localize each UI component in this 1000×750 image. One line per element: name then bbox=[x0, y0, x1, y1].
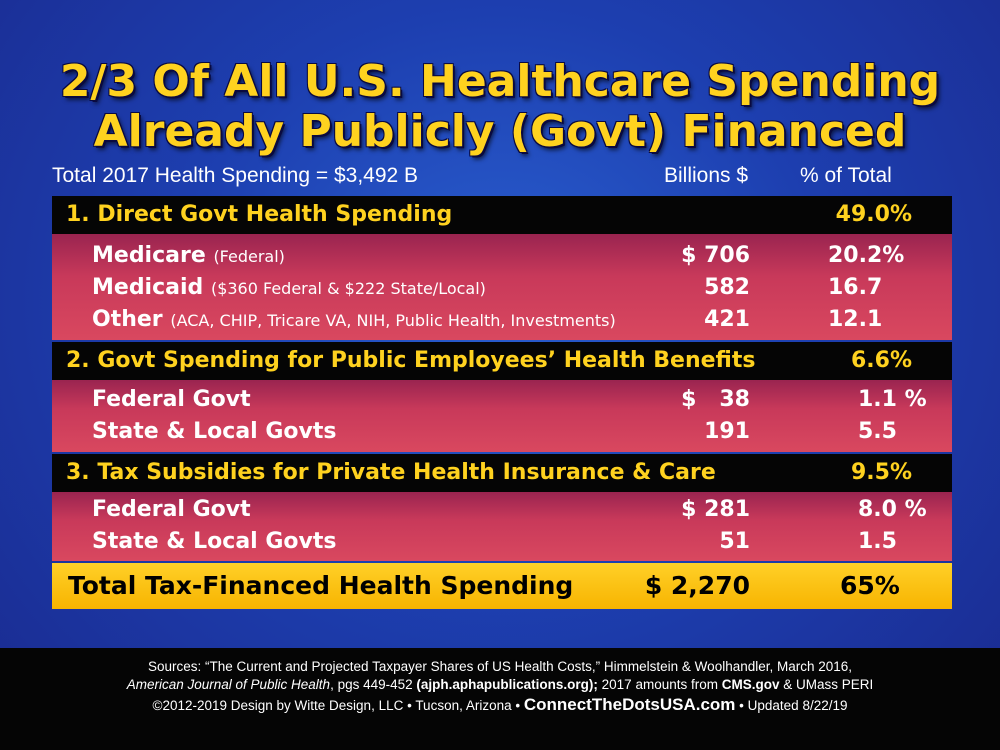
row-label: Medicare bbox=[92, 243, 206, 268]
row-amount: 191 bbox=[704, 419, 750, 444]
amounts-source: 2017 amounts from bbox=[597, 677, 722, 692]
total-amount: $ 2,270 bbox=[644, 571, 750, 600]
table-row: Federal Govt $ 281 8.0 % bbox=[52, 494, 952, 526]
row-percent: 12.1 bbox=[828, 307, 883, 332]
section-label: 1. Direct Govt Health Spending bbox=[66, 202, 453, 227]
row-percent: 8.0 % bbox=[858, 497, 927, 522]
row-amount: 421 bbox=[704, 307, 750, 332]
row-amount: 582 bbox=[704, 275, 750, 300]
row-label: Federal Govt bbox=[92, 497, 251, 522]
row-percent: 1.5 bbox=[858, 529, 897, 554]
section-label: 3. Tax Subsidies for Private Health Insu… bbox=[66, 460, 716, 485]
row-label: State & Local Govts bbox=[92, 419, 337, 444]
title-line-1: 2/3 Of All U.S. Healthcare Spending bbox=[59, 56, 941, 107]
section-label: 2. Govt Spending for Public Employees’ H… bbox=[66, 348, 756, 373]
row-label: State & Local Govts bbox=[92, 529, 337, 554]
total-label: Total Tax-Financed Health Spending bbox=[68, 571, 574, 600]
table-row: Federal Govt $ 38 1.1 % bbox=[52, 384, 952, 416]
row-label: Medicaid bbox=[92, 275, 204, 300]
updated-date: • Updated 8/22/19 bbox=[735, 698, 848, 713]
cms-link: CMS.gov bbox=[721, 677, 780, 692]
section-header-tax-subsidies: 3. Tax Subsidies for Private Health Insu… bbox=[52, 454, 952, 492]
section-header-public-employees: 2. Govt Spending for Public Employees’ H… bbox=[52, 342, 952, 380]
table-row: Medicare (Federal) $ 706 20.2% bbox=[52, 240, 952, 272]
billions-column-header: Billions $ bbox=[664, 164, 749, 187]
table-row: Other (ACA, CHIP, Tricare VA, NIH, Publi… bbox=[52, 304, 952, 336]
table-row: Medicaid ($360 Federal & $222 State/Loca… bbox=[52, 272, 952, 304]
section-percent: 6.6% bbox=[850, 348, 912, 373]
section-rows-tax-subsidies: Federal Govt $ 281 8.0 % State & Local G… bbox=[52, 492, 952, 561]
total-spending-label: Total 2017 Health Spending = $3,492 B bbox=[52, 164, 419, 187]
row-amount: $ 706 bbox=[681, 243, 750, 268]
journal-url: (ajph.aphapublications.org); bbox=[416, 677, 598, 692]
copyright-text: ©2012-2019 Design by Witte Design, LLC •… bbox=[152, 698, 524, 713]
row-amount: 51 bbox=[719, 529, 750, 554]
row-percent: 1.1 % bbox=[858, 387, 927, 412]
journal-pages: , pgs 449-452 bbox=[330, 677, 417, 692]
footer-sources-line: Sources: “The Current and Projected Taxp… bbox=[147, 659, 853, 674]
section-percent: 49.0% bbox=[835, 202, 912, 227]
row-percent: 20.2% bbox=[828, 243, 905, 268]
table-row: State & Local Govts 51 1.5 bbox=[52, 526, 952, 558]
footer-credit-line: ©2012-2019 Design by Witte Design, LLC •… bbox=[0, 696, 1000, 715]
website-link: ConnectTheDotsUSA.com bbox=[523, 695, 736, 714]
row-percent: 16.7 bbox=[828, 275, 883, 300]
row-amount: $ 281 bbox=[681, 497, 750, 522]
total-row: Total Tax-Financed Health Spending $ 2,2… bbox=[52, 563, 952, 609]
footer: Sources: “The Current and Projected Taxp… bbox=[0, 648, 1000, 750]
row-note: ($360 Federal & $222 State/Local) bbox=[210, 279, 486, 298]
journal-name: American Journal of Public Health bbox=[126, 677, 331, 692]
row-amount: $ 38 bbox=[681, 387, 750, 412]
footer-journal-line: American Journal of Public Health, pgs 4… bbox=[0, 676, 1000, 694]
section-rows-direct-govt: Medicare (Federal) $ 706 20.2% Medicaid … bbox=[52, 234, 952, 340]
section-header-direct-govt: 1. Direct Govt Health Spending 49.0% bbox=[52, 196, 952, 234]
row-label: Federal Govt bbox=[92, 387, 251, 412]
row-percent: 5.5 bbox=[858, 419, 897, 444]
total-percent: 65% bbox=[840, 571, 900, 600]
section-rows-public-employees: Federal Govt $ 38 1.1 % State & Local Go… bbox=[52, 380, 952, 452]
row-label: Other bbox=[92, 307, 163, 332]
title-line-2: Already Publicly (Govt) Financed bbox=[93, 106, 907, 157]
percent-column-header: % of Total bbox=[800, 164, 892, 187]
row-note: (Federal) bbox=[213, 247, 285, 266]
row-note: (ACA, CHIP, Tricare VA, NIH, Public Heal… bbox=[170, 311, 616, 330]
table-row: State & Local Govts 191 5.5 bbox=[52, 416, 952, 448]
section-percent: 9.5% bbox=[850, 460, 912, 485]
peri-source: & UMass PERI bbox=[779, 677, 874, 692]
